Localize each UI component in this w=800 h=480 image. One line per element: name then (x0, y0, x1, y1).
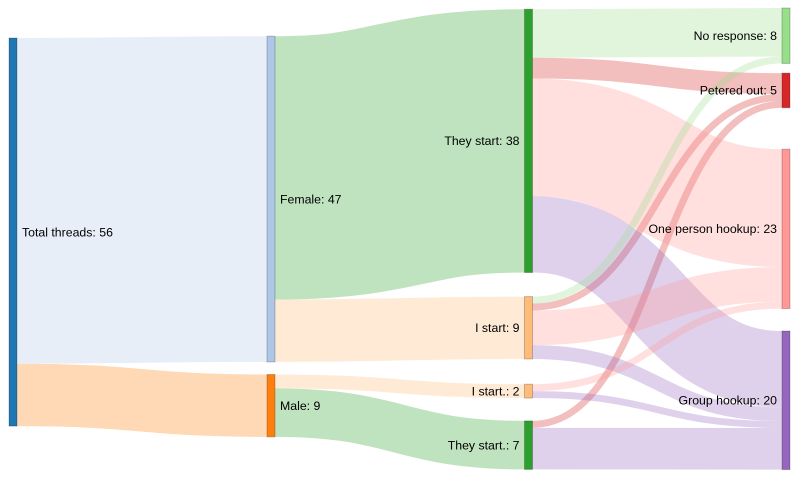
svg-text:They start: 38: They start: 38 (444, 134, 519, 148)
svg-text:One person hookup: 23: One person hookup: 23 (648, 222, 777, 236)
svg-text:I start.: 2: I start.: 2 (472, 384, 520, 398)
svg-text:Male: 9: Male: 9 (280, 399, 320, 413)
svg-text:No response: 8: No response: 8 (694, 29, 778, 43)
svg-text:Total threads: 56: Total threads: 56 (22, 225, 113, 239)
svg-text:Female: 47: Female: 47 (280, 192, 342, 206)
svg-text:They start.: 7: They start.: 7 (448, 438, 520, 452)
svg-text:Petered out: 5: Petered out: 5 (700, 84, 777, 98)
svg-text:Group hookup: 20: Group hookup: 20 (679, 394, 778, 408)
svg-text:I start: 9: I start: 9 (475, 321, 520, 335)
